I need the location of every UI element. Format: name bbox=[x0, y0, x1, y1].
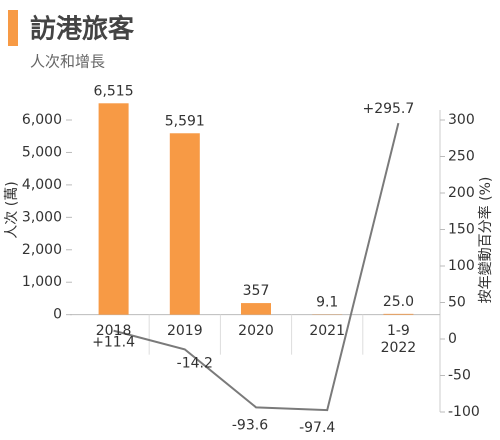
bar bbox=[98, 103, 129, 315]
bar-value-label: 25.0 bbox=[383, 294, 414, 310]
y2-tick-label: 200 bbox=[448, 185, 475, 201]
y-tick-label: 2,000 bbox=[22, 242, 62, 258]
x-tick-label: 2021 bbox=[309, 322, 345, 339]
bar bbox=[169, 133, 200, 315]
x-tick-label: 2019 bbox=[166, 322, 203, 339]
bar-value-label: 9.1 bbox=[316, 294, 338, 310]
y2-tick-label: 150 bbox=[448, 222, 475, 238]
y-tick-label: 6,000 bbox=[22, 112, 62, 128]
y-tick-label: 1,000 bbox=[22, 274, 62, 290]
y-tick-label: 3,000 bbox=[22, 209, 62, 225]
line-value-label: +295.7 bbox=[362, 101, 414, 117]
y2-tick-label: -100 bbox=[448, 404, 480, 420]
y-tick-label: 4,000 bbox=[22, 177, 62, 193]
bar-value-label: 6,515 bbox=[94, 83, 134, 99]
x-tick-label: 2018 bbox=[95, 322, 132, 339]
bar-value-label: 5,591 bbox=[165, 113, 205, 129]
line bbox=[113, 122, 400, 412]
y2-tick-label: 50 bbox=[448, 295, 466, 311]
bar bbox=[383, 313, 414, 315]
y2-axis-label: 按年變動百分率 (%) bbox=[477, 177, 494, 304]
line-value-label: +11.4 bbox=[92, 335, 135, 351]
line-value-label: -97.4 bbox=[299, 420, 335, 436]
y-tick-label: 0 bbox=[53, 307, 62, 323]
y2-tick-label: 0 bbox=[448, 331, 457, 347]
y-tick-label: 5,000 bbox=[22, 144, 62, 160]
y2-tick-label: 300 bbox=[448, 112, 475, 128]
line-value-label: -14.2 bbox=[177, 355, 213, 371]
chart-subtitle: 人次和增長 bbox=[30, 53, 105, 71]
y-axis-label: 人次 (萬) bbox=[4, 181, 20, 238]
y2-tick-label: 100 bbox=[448, 258, 475, 274]
bar bbox=[241, 303, 271, 315]
bar-value-label: 357 bbox=[243, 283, 270, 299]
y2-tick-label: 250 bbox=[448, 149, 475, 165]
chart-title: 訪港旅客 bbox=[30, 14, 135, 45]
title-accent bbox=[8, 10, 18, 46]
x-tick-label: 1-9 2022 bbox=[380, 322, 417, 356]
line-value-label: -93.6 bbox=[232, 417, 268, 433]
x-tick-label: 2020 bbox=[238, 322, 274, 339]
y2-tick-label: -50 bbox=[448, 368, 471, 384]
